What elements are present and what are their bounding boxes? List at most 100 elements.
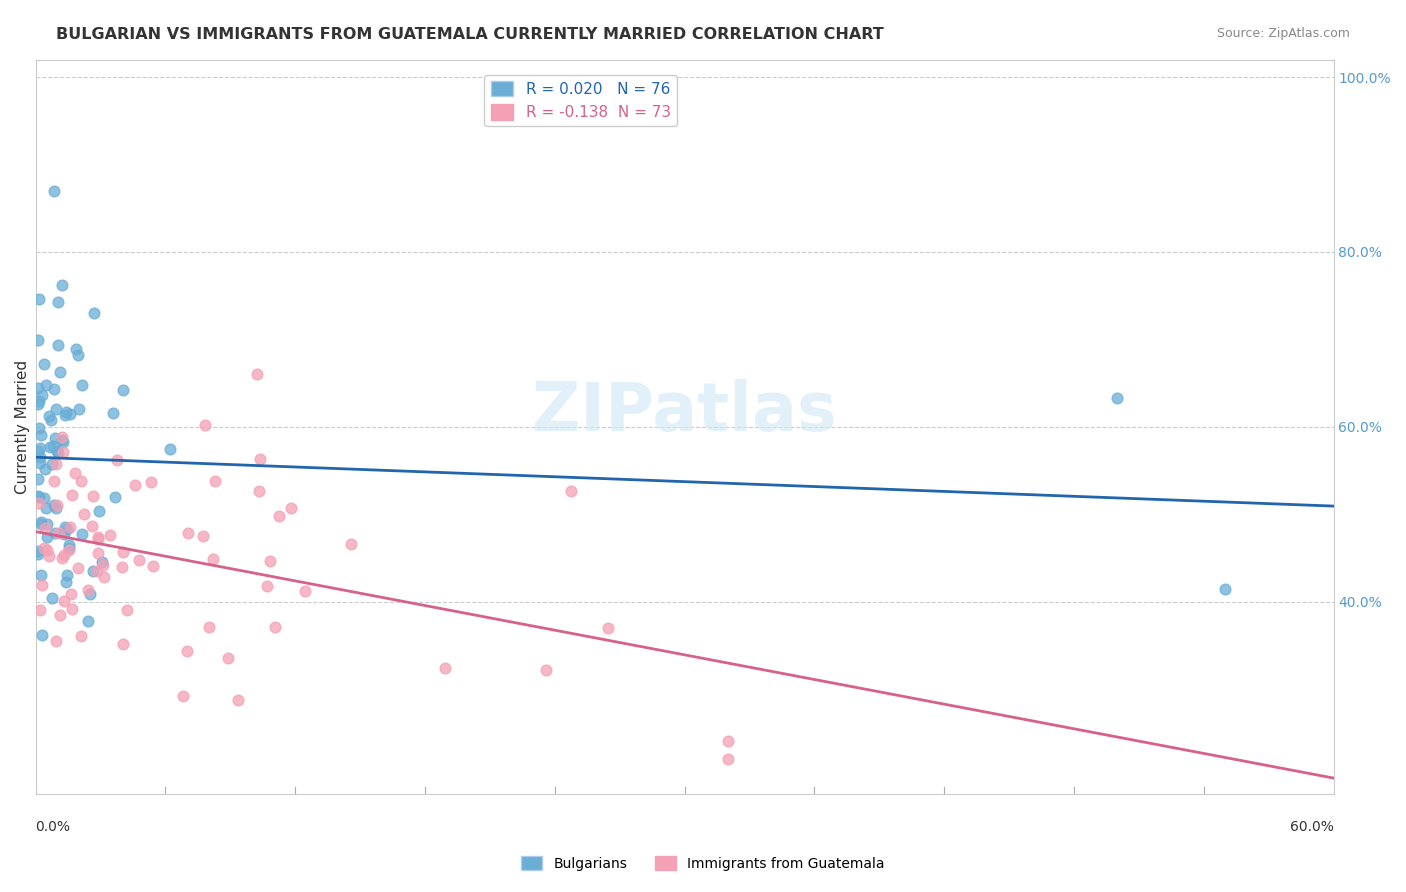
- Point: [56, 568, 79, 582]
- Point: [534, 663, 557, 677]
- Point: [91, 555, 114, 569]
- Point: [42, 382, 65, 396]
- Point: [58, 538, 80, 552]
- Point: [41, 591, 63, 606]
- Point: [63, 466, 86, 480]
- Point: [101, 406, 124, 420]
- Point: [115, 603, 138, 617]
- Point: [67, 348, 90, 362]
- Point: [194, 418, 217, 433]
- Point: [35, 516, 58, 531]
- Point: [44, 526, 66, 541]
- Point: [280, 501, 302, 516]
- Point: [56, 522, 79, 536]
- Point: [76, 614, 98, 628]
- Point: [82, 489, 104, 503]
- Point: [294, 583, 316, 598]
- Point: [204, 474, 226, 488]
- Point: [31, 388, 53, 402]
- Point: [27, 472, 49, 486]
- Point: [30, 450, 52, 465]
- Point: [38, 549, 60, 564]
- Point: [52, 435, 75, 450]
- Point: [32, 491, 55, 506]
- Point: [172, 689, 194, 703]
- Point: [44, 431, 66, 445]
- Point: [717, 734, 740, 748]
- Point: [70, 527, 93, 541]
- Text: BULGARIAN VS IMMIGRANTS FROM GUATEMALA CURRENTLY MARRIED CORRELATION CHART: BULGARIAN VS IMMIGRANTS FROM GUATEMALA C…: [56, 27, 884, 42]
- Point: [28, 421, 51, 435]
- Point: [44, 184, 66, 198]
- Point: [46, 295, 69, 310]
- Point: [53, 527, 76, 541]
- Point: [35, 543, 58, 558]
- Point: [82, 519, 104, 533]
- Point: [49, 608, 72, 623]
- Point: [58, 541, 80, 556]
- Point: [560, 484, 582, 499]
- Point: [32, 357, 55, 371]
- Point: [142, 559, 165, 574]
- Point: [191, 529, 214, 543]
- Text: 60.0%: 60.0%: [1289, 820, 1333, 834]
- Point: [28, 293, 51, 307]
- Point: [30, 441, 52, 455]
- Point: [69, 475, 91, 489]
- Point: [70, 377, 93, 392]
- Point: [104, 490, 127, 504]
- Point: [59, 407, 82, 421]
- Point: [45, 402, 67, 417]
- Point: [34, 461, 56, 475]
- Point: [87, 532, 110, 546]
- Point: [60, 601, 83, 615]
- Point: [45, 498, 67, 512]
- Point: [246, 368, 269, 382]
- Point: [247, 484, 270, 499]
- Point: [45, 444, 67, 458]
- Point: [28, 456, 51, 470]
- Point: [87, 504, 110, 518]
- Point: [27, 381, 49, 395]
- Point: [27, 544, 49, 558]
- Point: [176, 644, 198, 658]
- Point: [59, 587, 82, 601]
- Point: [87, 545, 110, 559]
- Point: [249, 451, 271, 466]
- Point: [28, 603, 51, 617]
- Point: [38, 440, 60, 454]
- Point: [93, 569, 115, 583]
- Point: [259, 554, 281, 568]
- Point: [27, 496, 49, 510]
- Point: [45, 457, 67, 471]
- Point: [41, 457, 63, 471]
- Point: [202, 552, 225, 566]
- Point: [83, 306, 105, 320]
- Point: [53, 408, 76, 422]
- Point: [53, 549, 76, 563]
- Point: [717, 752, 740, 766]
- Point: [31, 578, 53, 592]
- Point: [55, 405, 77, 419]
- Point: [27, 489, 49, 503]
- Point: [46, 338, 69, 352]
- Text: ZIPatlas: ZIPatlas: [533, 379, 837, 445]
- Text: Source: ZipAtlas.com: Source: ZipAtlas.com: [1216, 27, 1350, 40]
- Point: [111, 545, 134, 559]
- Point: [82, 564, 104, 578]
- Point: [52, 445, 75, 459]
- Point: [27, 547, 49, 561]
- Point: [87, 530, 110, 544]
- Point: [66, 561, 89, 575]
- Point: [340, 537, 363, 551]
- Point: [177, 526, 200, 541]
- Point: [598, 621, 620, 635]
- Point: [256, 579, 278, 593]
- Point: [65, 343, 87, 357]
- Point: [27, 397, 49, 411]
- Point: [44, 474, 66, 488]
- Point: [263, 619, 285, 633]
- Point: [35, 530, 58, 544]
- Point: [217, 650, 239, 665]
- Point: [44, 498, 66, 512]
